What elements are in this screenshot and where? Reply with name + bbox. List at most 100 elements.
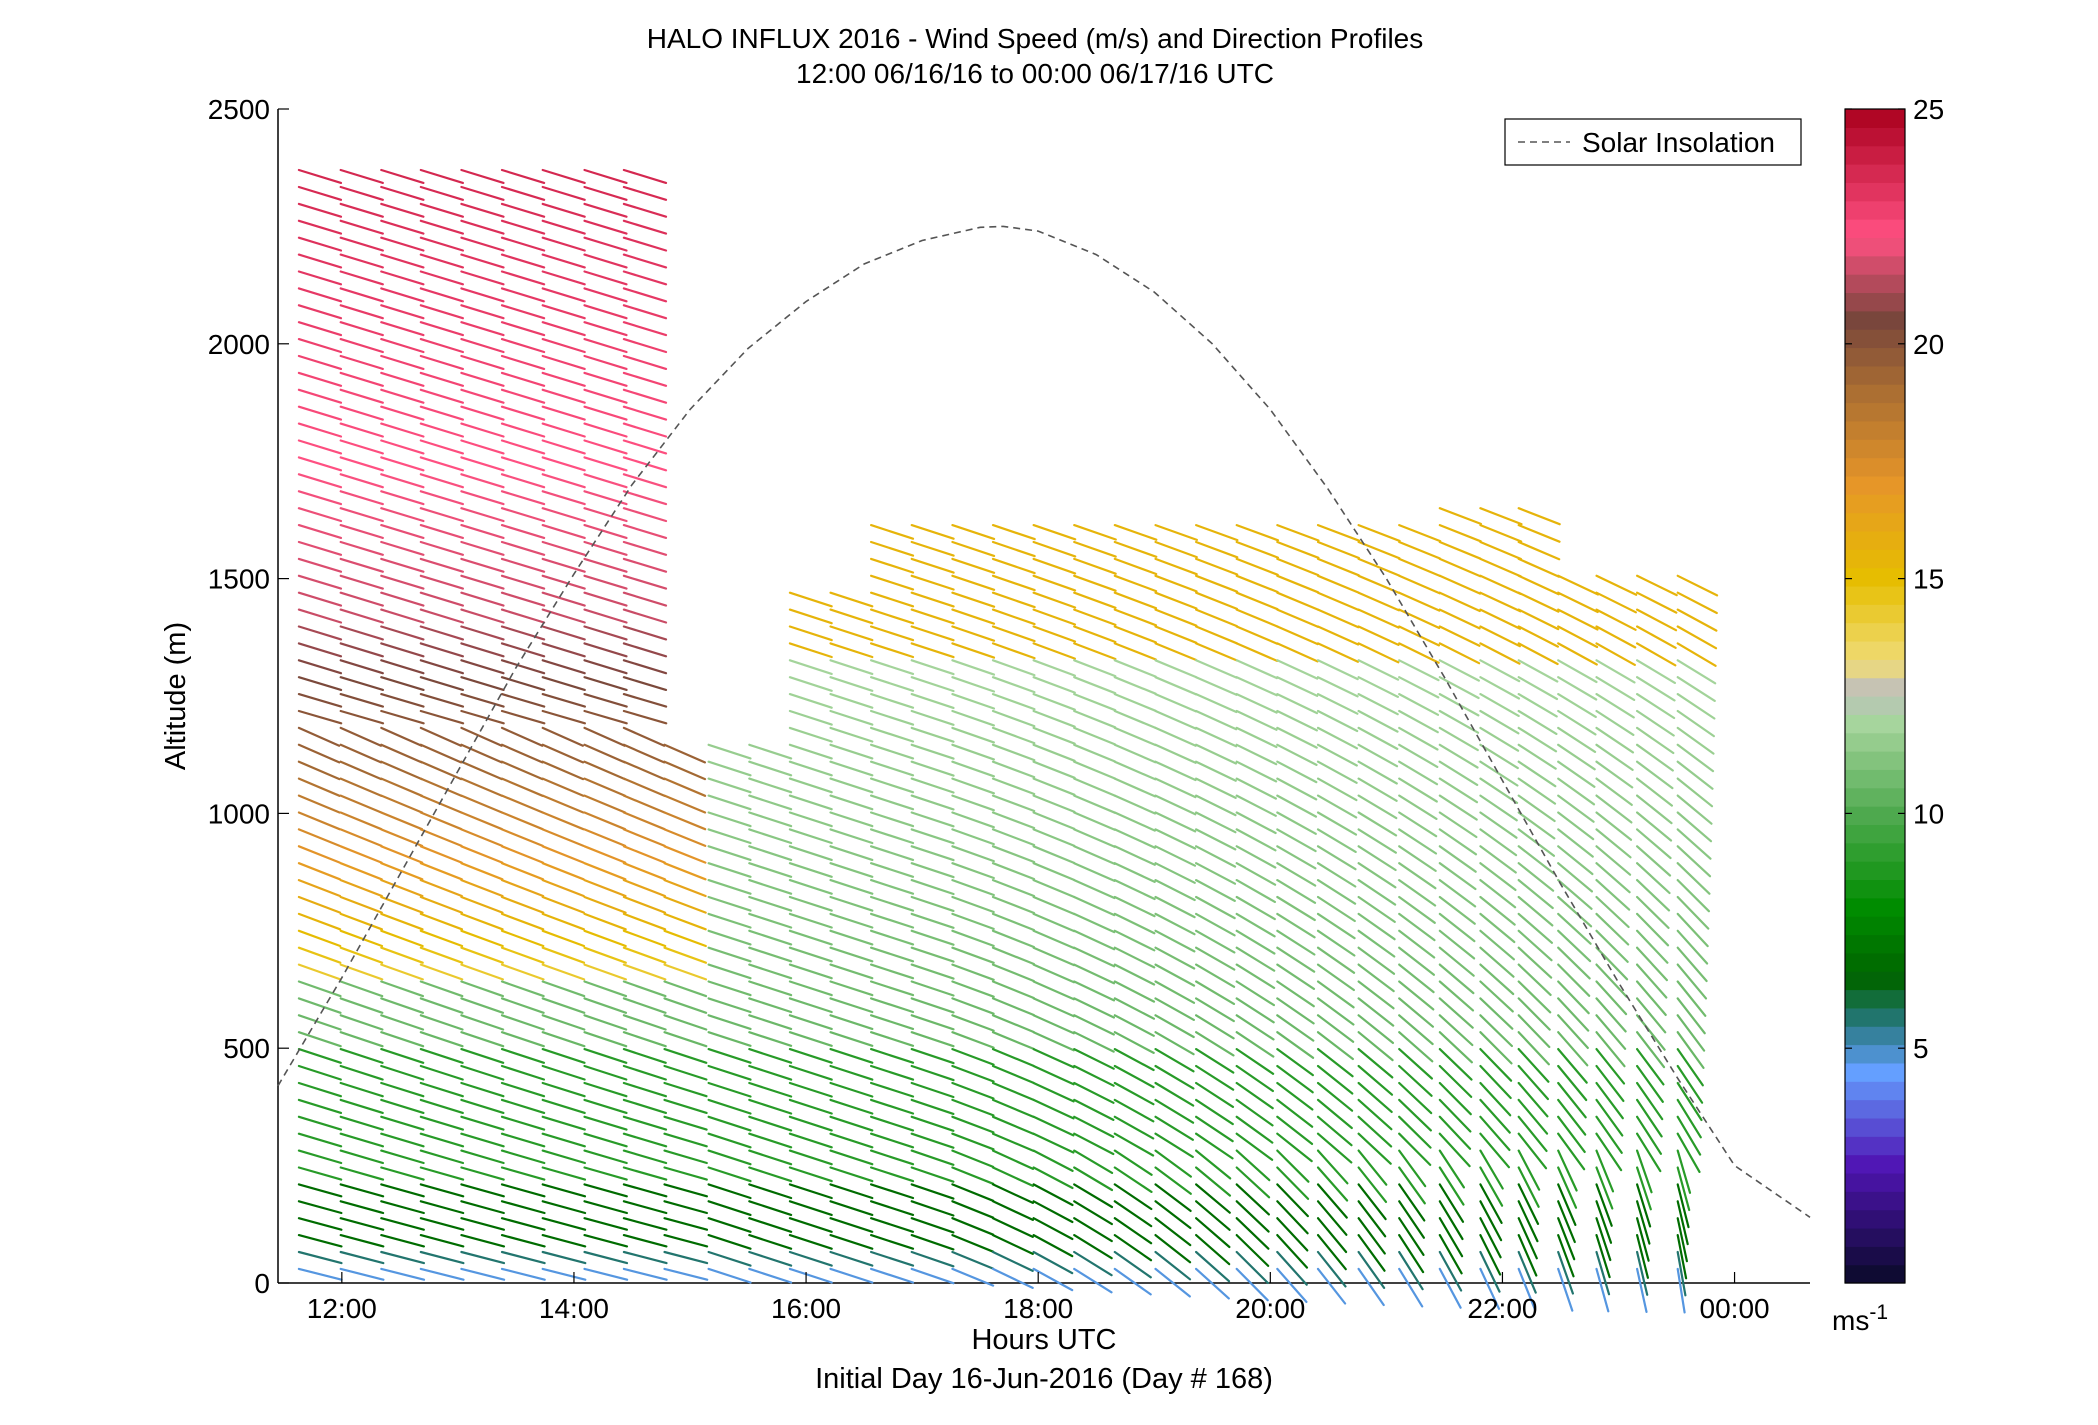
- wind-barb: [951, 726, 996, 744]
- wind-barb: [1595, 726, 1635, 754]
- y-tick-label: 1000: [208, 798, 270, 829]
- wind-barb: [991, 1064, 1035, 1085]
- wind-barb: [1113, 1115, 1155, 1140]
- wind-barb: [1276, 1166, 1310, 1201]
- wind-barb: [1517, 1217, 1538, 1260]
- wind-barb: [748, 1031, 793, 1047]
- wind-barb: [707, 1267, 752, 1284]
- wind-barb: [663, 929, 707, 948]
- colorbar-band: [1845, 145, 1905, 165]
- wind-barb: [622, 287, 668, 303]
- wind-barb: [1154, 591, 1198, 610]
- wind-barb: [297, 185, 343, 201]
- wind-barb: [460, 371, 505, 387]
- wind-barb: [541, 219, 586, 235]
- wind-barb: [1635, 709, 1675, 737]
- wind-barb: [500, 692, 546, 708]
- wind-barb: [829, 591, 874, 608]
- wind-barb: [869, 625, 915, 642]
- wind-barb: [1635, 963, 1668, 999]
- wind-barb: [869, 1115, 915, 1132]
- wind-barb: [583, 1031, 628, 1048]
- wind-barb: [622, 862, 667, 881]
- wind-barb: [1557, 1064, 1588, 1102]
- wind-barb: [1398, 574, 1441, 595]
- wind-barb: [1398, 895, 1436, 924]
- wind-barb: [1398, 811, 1438, 838]
- wind-barb: [1276, 794, 1318, 818]
- wind-barb: [500, 371, 546, 387]
- wind-barb: [1479, 878, 1517, 909]
- wind-barb: [951, 1183, 995, 1202]
- wind-barb: [1073, 980, 1116, 1002]
- colorbar-band: [1845, 1117, 1905, 1137]
- wind-barb: [1276, 1047, 1315, 1077]
- wind-barb: [1438, 726, 1479, 752]
- wind-barb: [910, 878, 955, 896]
- wind-barb: [1357, 1217, 1386, 1255]
- wind-barb: [1557, 1183, 1577, 1227]
- wind-barb: [829, 895, 874, 912]
- wind-barb: [869, 659, 915, 676]
- wind-barb: [380, 1149, 425, 1165]
- wind-barb: [500, 912, 545, 931]
- wind-barb: [541, 642, 586, 658]
- wind-barb: [1032, 642, 1077, 660]
- wind-barb: [1113, 878, 1156, 901]
- wind-barb: [829, 1166, 874, 1183]
- wind-barb: [1676, 1250, 1687, 1297]
- wind-barb: [1073, 709, 1117, 729]
- wind-barb: [1635, 794, 1673, 825]
- wind-barb: [622, 591, 668, 607]
- wind-barb: [1316, 895, 1356, 923]
- wind-barb: [460, 1115, 505, 1131]
- wind-barb: [419, 845, 463, 864]
- wind-barb: [788, 591, 833, 608]
- wind-barb: [380, 371, 425, 387]
- wind-barb: [622, 676, 668, 692]
- wind-barb: [541, 354, 586, 370]
- wind-barb: [1194, 692, 1238, 714]
- wind-barb: [788, 963, 833, 980]
- wind-barb: [951, 1166, 995, 1185]
- wind-barb: [1113, 1250, 1152, 1279]
- wind-barb: [1557, 574, 1600, 596]
- wind-barb: [1113, 726, 1157, 747]
- wind-barb: [419, 507, 464, 523]
- wind-barb: [583, 878, 627, 898]
- wind-barb: [1557, 963, 1591, 997]
- wind-barb: [1438, 1064, 1473, 1099]
- wind-barb: [951, 1233, 995, 1253]
- wind-barb: [1517, 1098, 1549, 1135]
- wind-barb: [1479, 1047, 1513, 1082]
- wind-barb: [707, 1166, 752, 1183]
- wind-barb: [500, 828, 544, 848]
- wind-barb: [1194, 1217, 1231, 1249]
- wind-barb: [297, 304, 343, 320]
- wind-barb: [1073, 929, 1116, 951]
- y-tick-label: 500: [223, 1033, 270, 1064]
- wind-barb: [1113, 895, 1156, 918]
- wind-barb: [380, 676, 425, 692]
- wind-barb: [622, 692, 668, 708]
- wind-barb: [1479, 845, 1517, 874]
- wind-barb: [1438, 1014, 1474, 1047]
- wind-barb: [297, 1098, 343, 1115]
- wind-barb: [1398, 777, 1438, 803]
- colorbar-band: [1845, 292, 1905, 312]
- wind-barb: [541, 304, 586, 320]
- colorbar-band: [1845, 952, 1905, 972]
- wind-barb: [663, 980, 708, 998]
- colorbar-band: [1845, 622, 1905, 642]
- wind-barb: [663, 862, 707, 881]
- wind-barb: [1557, 1115, 1586, 1154]
- wind-barb: [380, 1047, 425, 1064]
- wind-barb: [991, 811, 1036, 830]
- wind-barb: [1517, 1200, 1539, 1243]
- wind-barb: [1479, 963, 1515, 996]
- wind-barb: [1276, 608, 1319, 628]
- wind-barb: [1194, 997, 1235, 1023]
- wind-barb: [419, 1166, 465, 1181]
- wind-barb: [419, 709, 465, 725]
